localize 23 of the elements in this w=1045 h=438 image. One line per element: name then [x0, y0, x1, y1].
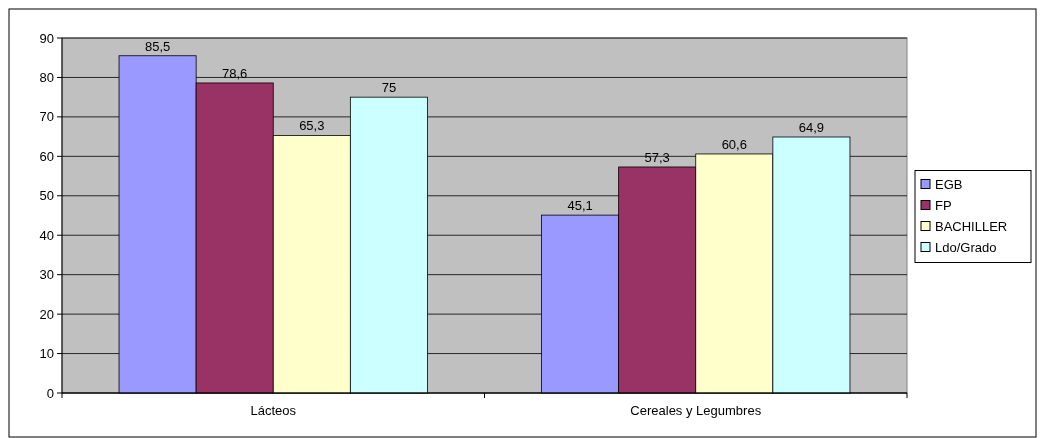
y-tick-label: 10	[39, 346, 54, 362]
data-label: 45,1	[567, 198, 593, 214]
y-tick-label: 0	[46, 385, 54, 401]
data-label: 64,9	[798, 120, 825, 136]
legend-label: Ldo/Grado	[935, 240, 997, 256]
data-label: 75	[381, 80, 397, 96]
y-tick-label: 70	[39, 109, 54, 125]
y-tick-label: 60	[39, 148, 54, 164]
legend-label: EGB	[935, 177, 963, 193]
y-tick-label: 50	[39, 188, 54, 204]
y-tick-label: 20	[39, 306, 54, 322]
x-tick-label: Cereales y Legumbres	[630, 403, 762, 418]
data-label: 60,6	[721, 136, 747, 152]
y-tick-label: 80	[39, 69, 54, 85]
legend-label: FP	[935, 198, 952, 214]
x-tick-label: Lácteos	[250, 403, 297, 418]
y-tick-label: 40	[39, 227, 54, 243]
data-label: 65,3	[299, 118, 325, 134]
data-label: 78,6	[222, 65, 248, 81]
y-tick-label: 90	[39, 30, 54, 46]
y-tick-label: 30	[39, 267, 54, 283]
data-label: 85,5	[144, 38, 171, 54]
legend-label: BACHILLER	[935, 219, 1008, 235]
